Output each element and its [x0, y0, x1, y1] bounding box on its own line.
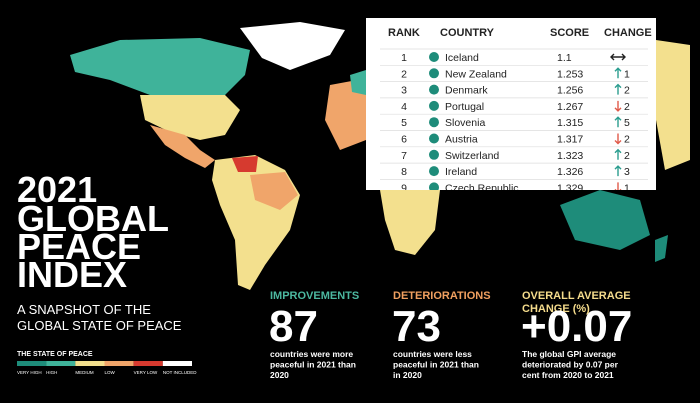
country-dot: [429, 84, 439, 95]
score: 1.323: [557, 150, 583, 162]
legend-label: VERY LOW: [134, 370, 158, 375]
rank: 7: [401, 150, 407, 162]
table-header: SCORE: [550, 27, 589, 39]
change: 5: [624, 117, 630, 129]
rank: 9: [401, 182, 407, 194]
rank: 8: [401, 166, 407, 178]
change: 2: [624, 150, 630, 162]
score: 1.253: [557, 68, 583, 80]
rank: 2: [401, 68, 407, 80]
table-header: COUNTRY: [440, 27, 495, 39]
legend-swatch: [162, 361, 192, 366]
legend-title: THE STATE OF PEACE: [17, 351, 93, 358]
score: 1.256: [557, 85, 583, 97]
score: 1.326: [557, 166, 583, 178]
down-arrow: [614, 182, 622, 190]
table-header: CHANGE: [604, 27, 652, 39]
title-line: GLOBAL: [17, 198, 169, 239]
rank: 6: [401, 134, 407, 146]
country-dot: [429, 166, 439, 177]
country-dot: [429, 100, 439, 111]
stat-description: cent from 2020 to 2021: [522, 370, 614, 380]
country-dot: [429, 149, 439, 160]
change: 3: [624, 166, 630, 178]
country-dot: [429, 133, 439, 144]
up-arrow: [614, 83, 622, 95]
stat-value: +0.07: [521, 302, 632, 351]
legend-swatch: [46, 361, 76, 366]
title-line: 2021: [17, 169, 97, 210]
score: 1.1: [557, 52, 572, 64]
score: 1.317: [557, 134, 583, 146]
stat-description: 2020: [270, 370, 289, 380]
score: 1.315: [557, 117, 583, 129]
change: 1: [624, 68, 630, 80]
stat-description: countries were less: [393, 349, 472, 359]
country: Denmark: [445, 85, 488, 97]
world-map: [70, 22, 690, 290]
country: New Zealand: [445, 68, 507, 80]
rank: 1: [401, 52, 407, 64]
no-change-arrow: [610, 53, 626, 61]
legend-swatch: [75, 361, 105, 366]
country: Iceland: [445, 52, 479, 64]
country: Czech Republic: [445, 182, 519, 194]
stat-description: The global GPI average: [522, 349, 616, 359]
subtitle-line: GLOBAL STATE OF PEACE: [17, 318, 182, 333]
score: 1.329: [557, 182, 583, 194]
country-dot: [429, 52, 439, 62]
legend-label: VERY HIGH: [17, 370, 42, 375]
country: Switzerland: [445, 150, 499, 162]
change: 2: [624, 101, 630, 113]
stat-description: in 2020: [393, 370, 422, 380]
legend-swatch: [104, 361, 134, 366]
country-dot: [429, 117, 439, 128]
up-arrow: [614, 67, 622, 79]
country-dot: [429, 68, 439, 79]
rank: 4: [401, 101, 407, 113]
stat-label: OVERALL AVERAGE: [522, 290, 631, 302]
legend-label: NOT INCLUDED: [163, 370, 197, 375]
change: 2: [624, 134, 630, 146]
up-arrow: [614, 116, 622, 128]
ranking-table: RANK COUNTRY SCORE CHANGE 1 Iceland 1.1 2 New Ze…: [366, 18, 656, 194]
score: 1.267: [557, 101, 583, 113]
stat-label: IMPROVEMENTS: [270, 290, 359, 302]
subtitle-line: A SNAPSHOT OF THE: [17, 302, 151, 317]
legend-swatch: [133, 361, 163, 366]
legend-label: LOW: [105, 370, 116, 375]
country: Austria: [445, 134, 478, 146]
stat-description: peaceful in 2021 than: [270, 360, 356, 370]
country: Ireland: [445, 166, 477, 178]
title-line: INDEX: [17, 254, 127, 295]
rank: 3: [401, 85, 407, 97]
change: 1: [624, 182, 630, 194]
table-header: RANK: [388, 27, 420, 39]
stat-value: 87: [269, 302, 318, 351]
stat-description: peaceful in 2021 than: [393, 360, 479, 370]
country: Portugal: [445, 101, 484, 113]
stat-description: countries were more: [270, 349, 353, 359]
legend-label: MEDIUM: [75, 370, 93, 375]
change: 2: [624, 85, 630, 97]
down-arrow: [614, 100, 622, 112]
up-arrow: [614, 165, 622, 177]
stat-description: deteriorated by 0.07 per: [522, 360, 619, 370]
down-arrow: [614, 133, 622, 145]
legend-label: HIGH: [46, 370, 57, 375]
rank: 5: [401, 117, 407, 129]
up-arrow: [614, 148, 622, 160]
country: Slovenia: [445, 117, 485, 129]
table-panel: [366, 18, 656, 190]
stat-label: CHANGE (%): [522, 303, 590, 315]
country-dot: [429, 182, 439, 190]
stat-value: 73: [392, 302, 441, 351]
title-line: PEACE: [17, 226, 141, 267]
stat-label: DETERIORATIONS: [393, 290, 491, 302]
legend-swatch: [17, 361, 47, 366]
